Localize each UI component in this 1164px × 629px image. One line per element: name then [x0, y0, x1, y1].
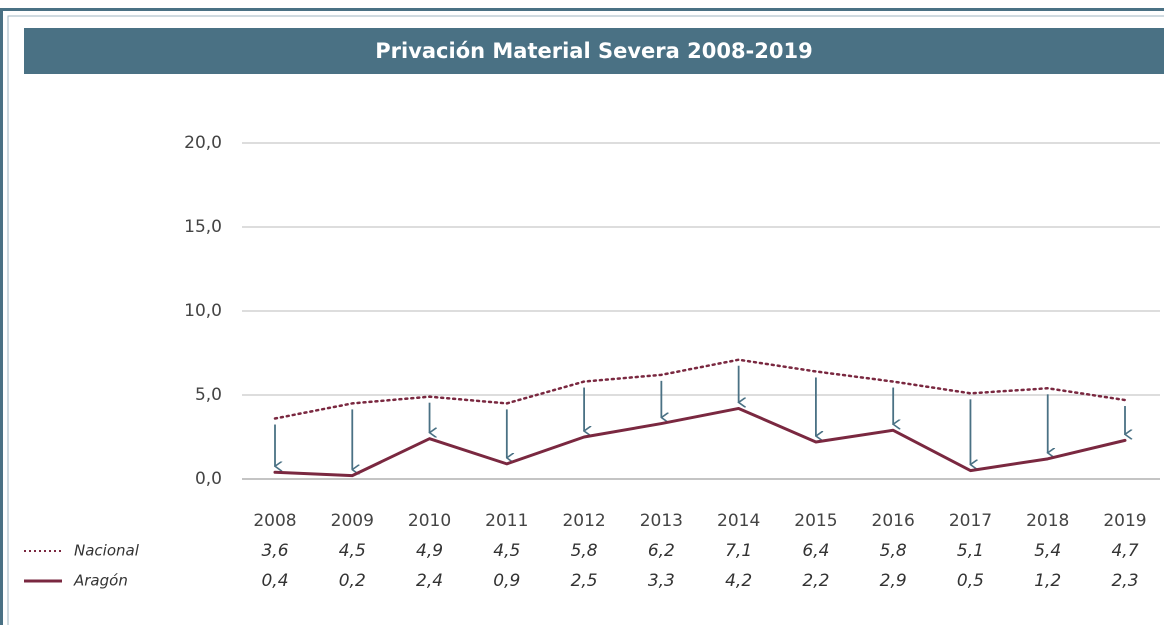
x-tick-label: 2016 [872, 511, 915, 531]
data-label: 4,2 [725, 571, 752, 591]
y-tick-label: 20,0 [184, 133, 222, 153]
data-label: 0,2 [339, 571, 366, 591]
data-label: 0,5 [957, 571, 984, 591]
data-label: 4,9 [416, 541, 443, 561]
x-tick-label: 2014 [717, 511, 760, 531]
data-label: 6,4 [802, 541, 829, 561]
data-label: 5,8 [571, 541, 598, 561]
y-tick-label: 5,0 [195, 385, 222, 405]
data-label: 2,3 [1111, 571, 1138, 591]
x-tick-label: 2010 [408, 511, 451, 531]
frame [2, 10, 1164, 626]
data-label: 5,8 [880, 541, 907, 561]
legend-label: Nacional [74, 542, 140, 560]
data-label: 1,2 [1034, 571, 1061, 591]
line-series [275, 360, 1125, 419]
data-label: 6,2 [648, 541, 675, 561]
legend-label: Aragón [73, 572, 128, 590]
x-tick-label: 2018 [1026, 511, 1069, 531]
data-label: 4,5 [339, 541, 366, 561]
data-label: 4,5 [493, 541, 520, 561]
data-label: 2,2 [802, 571, 829, 591]
frame-inner [8, 16, 1164, 625]
data-label: 5,1 [957, 541, 984, 561]
data-label: 4,7 [1111, 541, 1138, 561]
x-tick-label: 2019 [1103, 511, 1146, 531]
data-label: 2,9 [880, 571, 907, 591]
data-label: 0,9 [493, 571, 520, 591]
x-tick-label: 2012 [562, 511, 605, 531]
chart-title: Privación Material Severa 2008-2019 [375, 39, 812, 63]
x-tick-label: 2013 [640, 511, 683, 531]
data-label: 2,5 [571, 571, 598, 591]
x-tick-label: 2017 [949, 511, 992, 531]
data-label: 2,4 [416, 571, 443, 591]
y-tick-label: 0,0 [195, 469, 222, 489]
data-label: 0,4 [261, 571, 288, 591]
x-tick-label: 2008 [253, 511, 296, 531]
data-label: 3,6 [261, 541, 288, 561]
y-tick-label: 10,0 [184, 301, 222, 321]
data-label: 3,3 [648, 571, 675, 591]
x-tick-label: 2011 [485, 511, 528, 531]
x-tick-label: 2015 [794, 511, 837, 531]
data-label: 5,4 [1034, 541, 1061, 561]
x-tick-label: 2009 [331, 511, 374, 531]
y-tick-label: 15,0 [184, 217, 222, 237]
data-label: 7,1 [725, 541, 752, 561]
line-series [275, 408, 1125, 475]
